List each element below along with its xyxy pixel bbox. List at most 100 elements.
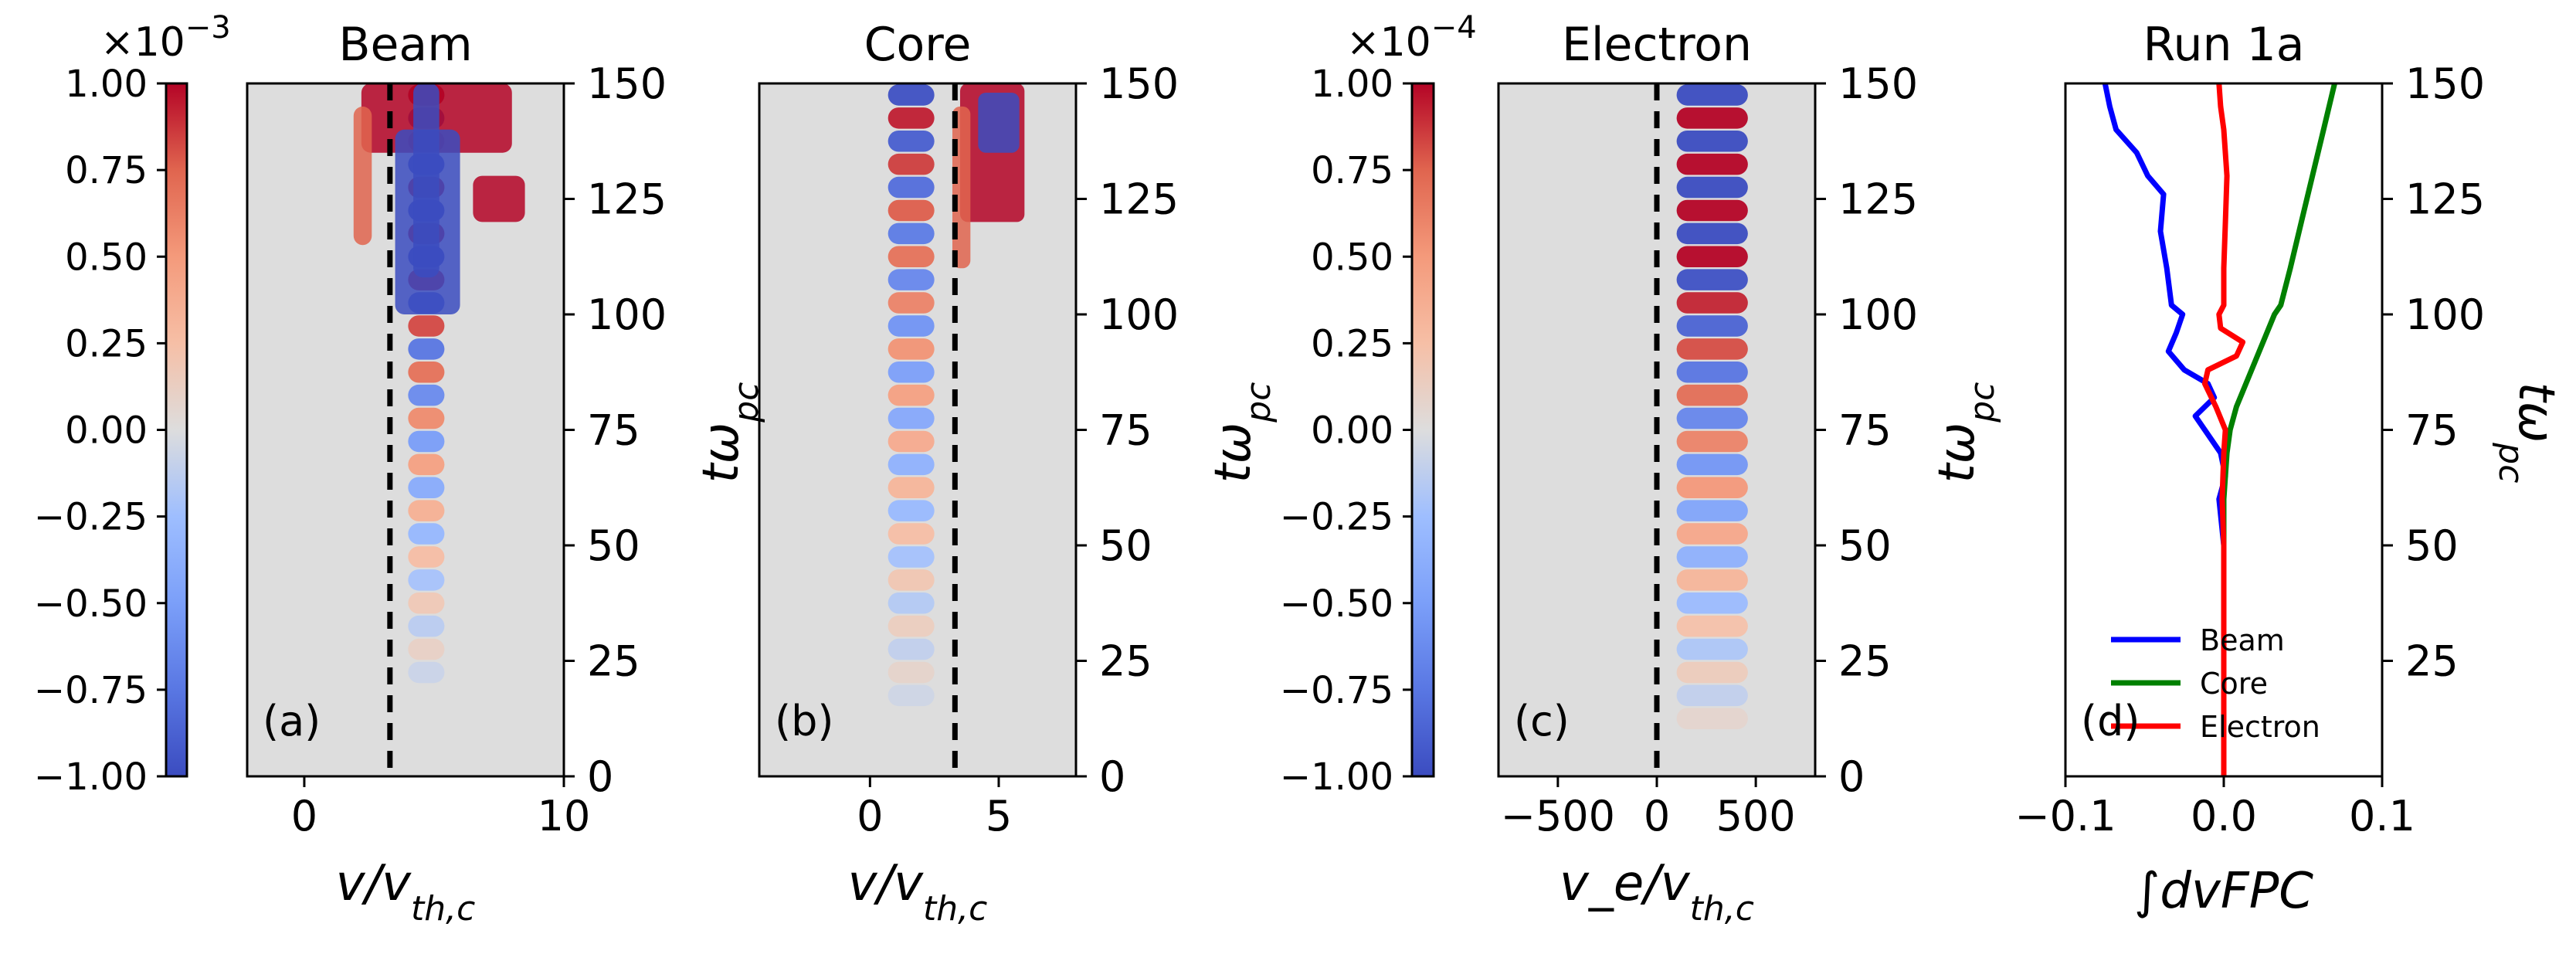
heatmap-cell — [1676, 338, 1748, 360]
y-tick-label: 75 — [1838, 406, 1892, 455]
heatmap-cell — [1676, 546, 1748, 568]
colorbar-tick-label: −0.25 — [1280, 496, 1393, 539]
y-tick-label: 125 — [587, 175, 667, 224]
heatmap-cell — [408, 546, 445, 568]
heatmap-cell — [1676, 384, 1748, 406]
heatmap-cell — [952, 106, 971, 269]
legend-label-electron: Electron — [2200, 710, 2320, 744]
heatmap-cell — [1676, 638, 1748, 660]
heatmap-cell — [888, 615, 935, 637]
colorbar-tick-label: −0.25 — [34, 496, 148, 539]
heatmap-cell — [1676, 569, 1748, 591]
line-panel: Beam Core Electron — [2102, 83, 2337, 776]
heatmap-cell — [888, 107, 935, 129]
heatmap-cell — [888, 222, 935, 245]
y-axis-label: tωpc — [1205, 382, 1278, 484]
heatmap-cell — [408, 569, 445, 591]
y-tick-label: 100 — [1838, 290, 1918, 339]
x-tick-label: 5 — [986, 792, 1012, 840]
heatmap-cell — [888, 384, 935, 406]
y-tick-label: 125 — [1838, 175, 1918, 224]
heatmap-cell — [1676, 130, 1748, 152]
heatmap-cell — [473, 175, 525, 222]
y-tick-label: 25 — [1099, 637, 1152, 686]
heatmap-cell — [1676, 246, 1748, 268]
y-tick-label: 75 — [587, 406, 640, 455]
colorbar-tick-label: 1.00 — [1311, 63, 1393, 106]
panel-title: Run 1a — [2143, 18, 2304, 72]
y-tick-label: 125 — [1099, 175, 1179, 224]
heatmap-cell — [888, 338, 935, 360]
heatmap-cell — [1676, 430, 1748, 453]
heatmap-cell — [1676, 615, 1748, 637]
colorbar — [1410, 82, 1435, 778]
heatmap-cell — [888, 661, 935, 684]
x-axis-label: v/vth,c — [336, 855, 476, 929]
y-tick-label: 25 — [587, 637, 640, 686]
heatmap-cell — [1676, 407, 1748, 429]
heatmap-cell — [1676, 500, 1748, 521]
colorbar-tick-label: −0.50 — [1280, 582, 1393, 626]
heatmap-cell — [888, 453, 935, 476]
heatmap-cell — [888, 430, 935, 453]
heatmap-cell — [888, 176, 935, 199]
x-tick-label: 10 — [538, 792, 591, 840]
colorbar-tick-label: 0.25 — [65, 322, 148, 365]
y-axis-label: tωpc — [1929, 382, 2002, 484]
heatmap-cell — [408, 523, 445, 545]
y-tick-label: 75 — [1099, 406, 1152, 455]
y-tick-label: 150 — [587, 59, 667, 108]
heatmap-cell — [408, 315, 445, 337]
x-axis-label: v/vth,c — [848, 855, 988, 929]
y-tick-label: 50 — [587, 521, 640, 570]
heatmap-cell — [888, 569, 935, 591]
series-line-electron — [2201, 83, 2246, 776]
panel-title: Core — [864, 18, 972, 72]
heatmap-cell — [1676, 477, 1748, 499]
heatmap-cell — [408, 361, 445, 383]
heatmap-cell — [1676, 292, 1748, 314]
colorbar-tick-label: 0.50 — [65, 236, 148, 279]
colorbar-tick-label: 0.25 — [1311, 322, 1393, 365]
x-axis-label: ∫dvFPC — [2134, 863, 2313, 920]
y-tick-label: 150 — [1838, 59, 1918, 108]
panel-title: Beam — [338, 18, 472, 72]
heatmap-cell — [408, 338, 445, 360]
colorbar-tick-label: −0.50 — [34, 582, 148, 626]
heatmap-cell — [888, 246, 935, 268]
colorbar-tick-label: 0.00 — [1311, 409, 1393, 453]
heatmap-cell — [1676, 176, 1748, 199]
heatmap-cell — [1676, 523, 1748, 545]
colorbar-exponent-label: ×10−3 — [100, 10, 231, 66]
heatmap-cell — [1676, 315, 1748, 337]
colorbar-exponent-label: ×10−4 — [1346, 10, 1477, 66]
colorbar-tick-label: −0.75 — [1280, 669, 1393, 712]
heatmap-cell — [1676, 453, 1748, 476]
heatmap-cell — [888, 361, 935, 383]
heatmap-cell — [888, 407, 935, 429]
y-tick-label: 100 — [1099, 290, 1179, 339]
colorbar-tick-label: −0.75 — [34, 669, 148, 712]
y-tick-label: 100 — [587, 290, 667, 339]
heatmap-cell — [408, 592, 445, 614]
y-tick-label: 25 — [2405, 637, 2459, 686]
y-tick-label: 150 — [1099, 59, 1179, 108]
y-tick-label: 0 — [1099, 752, 1125, 801]
heatmap-cell — [888, 130, 935, 152]
colorbar-tick-label: 0.50 — [1311, 236, 1393, 279]
heatmap-cell — [408, 661, 445, 684]
panel-label: (c) — [1514, 697, 1570, 745]
heatmap-cell — [1676, 107, 1748, 129]
y-tick-label: 50 — [1838, 521, 1892, 570]
panel-label: (b) — [775, 697, 833, 745]
heatmap-cell — [888, 315, 935, 337]
heatmap-cell — [408, 615, 445, 637]
x-tick-label: 0.1 — [2349, 792, 2415, 840]
x-tick-label: 0.0 — [2191, 792, 2257, 840]
heatmap-cell — [408, 430, 445, 453]
heatmap-cell — [353, 106, 372, 246]
heatmap-cell — [1676, 153, 1748, 175]
panel-title: Electron — [1562, 18, 1752, 72]
heatmap-cell — [1676, 708, 1748, 730]
